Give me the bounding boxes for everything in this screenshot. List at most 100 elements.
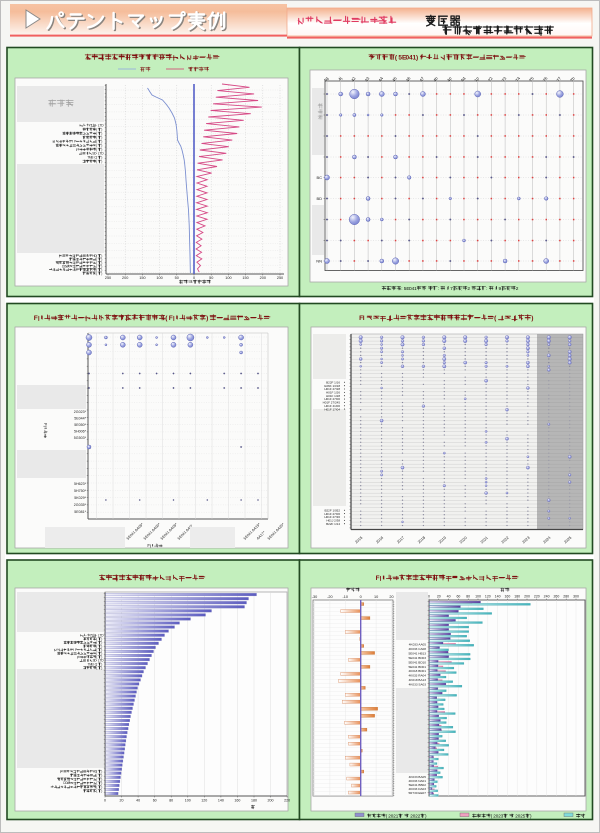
svg-text:H01F 1/28: H01F 1/28 bbox=[326, 394, 340, 398]
svg-text:76: 76 bbox=[542, 75, 549, 82]
svg-text:2017: 2017 bbox=[396, 536, 405, 545]
svg-text:H01F 27/00: H01F 27/00 bbox=[324, 397, 340, 401]
svg-text:--LTD: - -LTD bbox=[86, 634, 105, 638]
svg-text:5H623*: 5H623* bbox=[74, 482, 87, 486]
svg-text:2G035*: 2G035* bbox=[74, 503, 87, 507]
svg-text:280: 280 bbox=[563, 595, 569, 599]
svg-text:B22F 1/16: B22F 1/16 bbox=[326, 381, 340, 385]
svg-text:4K033 NA01: 4K033 NA01 bbox=[408, 779, 426, 783]
svg-text:BD: BD bbox=[316, 196, 322, 201]
svg-text:260: 260 bbox=[553, 595, 559, 599]
svg-text:100: 100 bbox=[225, 276, 231, 280]
svg-text:IP(): IP() bbox=[73, 648, 102, 652]
svg-text:SD-LTD: SD-LTD bbox=[92, 152, 104, 156]
svg-text:(): () bbox=[96, 271, 102, 275]
svg-text:-20: -20 bbox=[327, 595, 333, 599]
svg-text:74: 74 bbox=[514, 75, 521, 82]
svg-text:2016: 2016 bbox=[375, 536, 384, 545]
svg-text:4K033 SA03: 4K033 SA03 bbox=[409, 683, 427, 687]
svg-text:200: 200 bbox=[260, 276, 266, 280]
svg-text:100: 100 bbox=[156, 276, 162, 280]
svg-text:120: 120 bbox=[485, 595, 491, 599]
svg-text:F(F): F (F) bbox=[34, 315, 209, 322]
svg-text:7b: 7b bbox=[569, 75, 576, 82]
svg-text:HD(): HD() bbox=[93, 770, 103, 774]
svg-text:75: 75 bbox=[528, 75, 535, 82]
svg-text:G06K 13/18: G06K 13/18 bbox=[324, 384, 340, 388]
svg-text:H01F 41/00: H01F 41/00 bbox=[324, 404, 340, 408]
svg-text:4g: 4g bbox=[323, 75, 330, 82]
svg-text:150: 150 bbox=[242, 276, 248, 280]
svg-text:F: F bbox=[147, 543, 150, 548]
svg-text:4j: 4j bbox=[337, 76, 343, 82]
svg-text:(): () bbox=[96, 789, 102, 793]
svg-text:44: 44 bbox=[377, 75, 384, 82]
svg-text:5K029*: 5K029* bbox=[74, 496, 86, 500]
svg-text:50: 50 bbox=[175, 276, 179, 280]
svg-text:20: 20 bbox=[389, 595, 393, 599]
svg-text:180: 180 bbox=[514, 595, 520, 599]
svg-text:200: 200 bbox=[524, 595, 530, 599]
svg-text:-30: -30 bbox=[312, 595, 318, 599]
svg-text:220: 220 bbox=[284, 799, 290, 803]
svg-text:5G503*: 5G503* bbox=[74, 436, 87, 440]
svg-text:(): () bbox=[96, 644, 102, 648]
svg-text:2019: 2019 bbox=[438, 536, 447, 545]
svg-text:H01F 27/36: H01F 27/36 bbox=[324, 515, 340, 519]
svg-text:5E041 BD10: 5E041 BD10 bbox=[408, 660, 426, 664]
svg-text:100: 100 bbox=[475, 595, 481, 599]
svg-text:FI(): FI() bbox=[359, 315, 533, 322]
svg-text:5H006*: 5H006* bbox=[74, 430, 87, 434]
svg-text:2021: 2021 bbox=[480, 536, 489, 545]
svg-text:140: 140 bbox=[218, 799, 224, 803]
svg-text:(): () bbox=[96, 652, 102, 656]
svg-text:H01F 1/26: H01F 1/26 bbox=[326, 391, 340, 395]
svg-text:4K033 CA08: 4K033 CA08 bbox=[408, 647, 426, 651]
svg-text:50: 50 bbox=[209, 276, 213, 280]
svg-text:--LTD: - -LTD bbox=[85, 124, 104, 128]
svg-text:(): () bbox=[96, 128, 102, 132]
svg-text:0: 0 bbox=[193, 276, 195, 280]
svg-text:H01F 27/245: H01F 27/245 bbox=[323, 401, 341, 405]
svg-text:(): () bbox=[96, 144, 102, 148]
svg-text:42: 42 bbox=[350, 75, 357, 82]
svg-text:220: 220 bbox=[534, 595, 540, 599]
svg-text:250: 250 bbox=[277, 276, 283, 280]
svg-text:4K033 AA05: 4K033 AA05 bbox=[409, 643, 426, 647]
svg-text:(): () bbox=[96, 666, 102, 670]
svg-text:DOWA(): DOWA() bbox=[63, 781, 102, 785]
svg-text:160: 160 bbox=[234, 799, 240, 803]
svg-text:10: 10 bbox=[374, 595, 378, 599]
svg-text:B22F 1/052: B22F 1/052 bbox=[324, 509, 340, 513]
svg-text:0: 0 bbox=[360, 595, 362, 599]
svg-text:4K018 BA13: 4K018 BA13 bbox=[409, 678, 427, 682]
svg-text:(): () bbox=[96, 257, 102, 261]
svg-text:(5E041): (5E041) bbox=[395, 55, 418, 62]
svg-text:(): () bbox=[96, 641, 102, 645]
svg-text:2G023*: 2G023* bbox=[74, 410, 87, 414]
svg-text:2015: 2015 bbox=[354, 536, 363, 545]
svg-text:H01J 2/38: H01J 2/38 bbox=[326, 519, 340, 523]
svg-text:(): () bbox=[96, 777, 102, 781]
svg-text:200: 200 bbox=[122, 276, 128, 280]
svg-text::5E041:72:92: :5E041:7 2:9 2 bbox=[401, 286, 519, 292]
svg-text:TMEIC(): TMEIC() bbox=[88, 662, 103, 666]
svg-text:F: F bbox=[43, 423, 48, 426]
svg-text:60: 60 bbox=[153, 799, 157, 803]
svg-text:80: 80 bbox=[466, 595, 470, 599]
svg-text:47: 47 bbox=[418, 75, 425, 82]
svg-text:4K033 RA04: 4K033 RA04 bbox=[408, 674, 426, 678]
svg-text:5R730 EE07: 5R730 EE07 bbox=[408, 791, 426, 795]
svg-text:45: 45 bbox=[391, 75, 398, 82]
svg-text:(): () bbox=[96, 773, 102, 777]
svg-text:F: F bbox=[376, 575, 380, 582]
svg-text:60: 60 bbox=[456, 595, 460, 599]
svg-text:BC: BC bbox=[316, 175, 322, 180]
svg-text:20: 20 bbox=[437, 595, 441, 599]
svg-text:20: 20 bbox=[120, 799, 124, 803]
svg-text:100: 100 bbox=[185, 799, 191, 803]
svg-text:120: 120 bbox=[201, 799, 207, 803]
svg-text:H01F 27/06: H01F 27/06 bbox=[324, 512, 340, 516]
svg-text:(): () bbox=[96, 132, 102, 136]
